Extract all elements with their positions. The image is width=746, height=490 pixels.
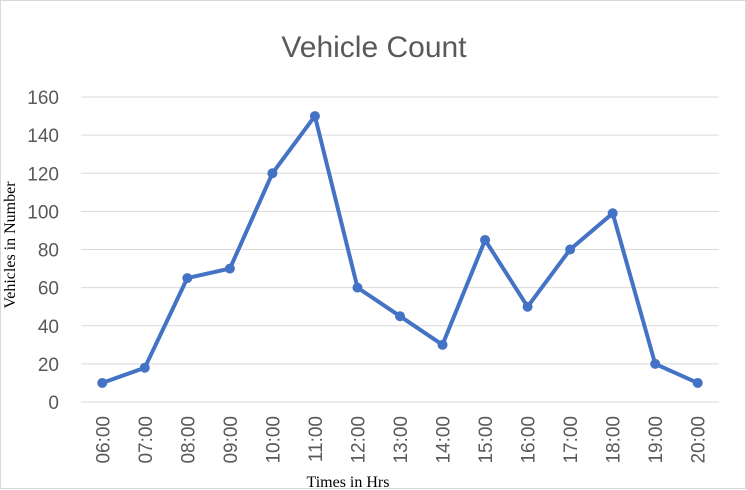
y-tick-label: 140	[27, 126, 59, 147]
x-tick-label: 16:00	[519, 416, 540, 464]
x-tick-label: 17:00	[561, 416, 582, 464]
y-axis-title: Vehicles in Number	[2, 181, 19, 309]
x-tick-label: 11:00	[306, 416, 327, 462]
data-point	[395, 311, 405, 322]
grid-lines	[81, 96, 719, 403]
y-tick-label: 80	[38, 241, 59, 262]
x-axis-title: Times in Hrs	[307, 474, 390, 490]
y-tick-label: 120	[27, 164, 59, 185]
x-tick-labels: 06:00 07:00 08:00 09:00 10:00 11:00 12:00 13:00…	[93, 416, 709, 464]
x-tick-label: 20:00	[689, 416, 710, 464]
data-point	[565, 244, 576, 255]
data-point	[267, 168, 278, 179]
x-tick-label: 09:00	[221, 416, 242, 464]
data-point	[182, 273, 193, 284]
y-tick-label: 100	[27, 202, 59, 223]
x-tick-label: 06:00	[93, 416, 114, 464]
data-point	[522, 301, 533, 312]
y-tick-labels: 0 20 40 60 80 100 120 140 160	[27, 88, 59, 414]
x-tick-label: 15:00	[476, 416, 497, 464]
data-point	[224, 263, 235, 274]
data-point	[139, 362, 150, 373]
data-point	[309, 111, 320, 122]
x-tick-label: 08:00	[178, 416, 199, 464]
x-tick-label: 14:00	[434, 416, 455, 464]
chart-title: Vehicle Count	[281, 31, 467, 64]
x-tick-label: 12:00	[348, 416, 369, 464]
data-point	[97, 377, 108, 388]
x-tick-label: 18:00	[604, 416, 625, 464]
y-tick-label: 20	[38, 355, 59, 376]
data-point	[692, 377, 703, 388]
y-tick-label: 60	[38, 279, 59, 300]
x-tick-label: 13:00	[391, 416, 412, 464]
data-point	[352, 282, 363, 293]
x-tick-label: 10:00	[263, 416, 284, 464]
data-point	[480, 234, 491, 245]
x-tick-label: 07:00	[136, 416, 157, 464]
data-point	[437, 339, 448, 350]
data-point	[650, 358, 661, 369]
x-tick-label: 19:00	[646, 416, 667, 464]
y-tick-label: 0	[48, 393, 59, 414]
data-point	[607, 208, 618, 219]
y-tick-label: 160	[27, 88, 59, 109]
y-tick-label: 40	[38, 317, 59, 338]
series	[97, 111, 703, 388]
